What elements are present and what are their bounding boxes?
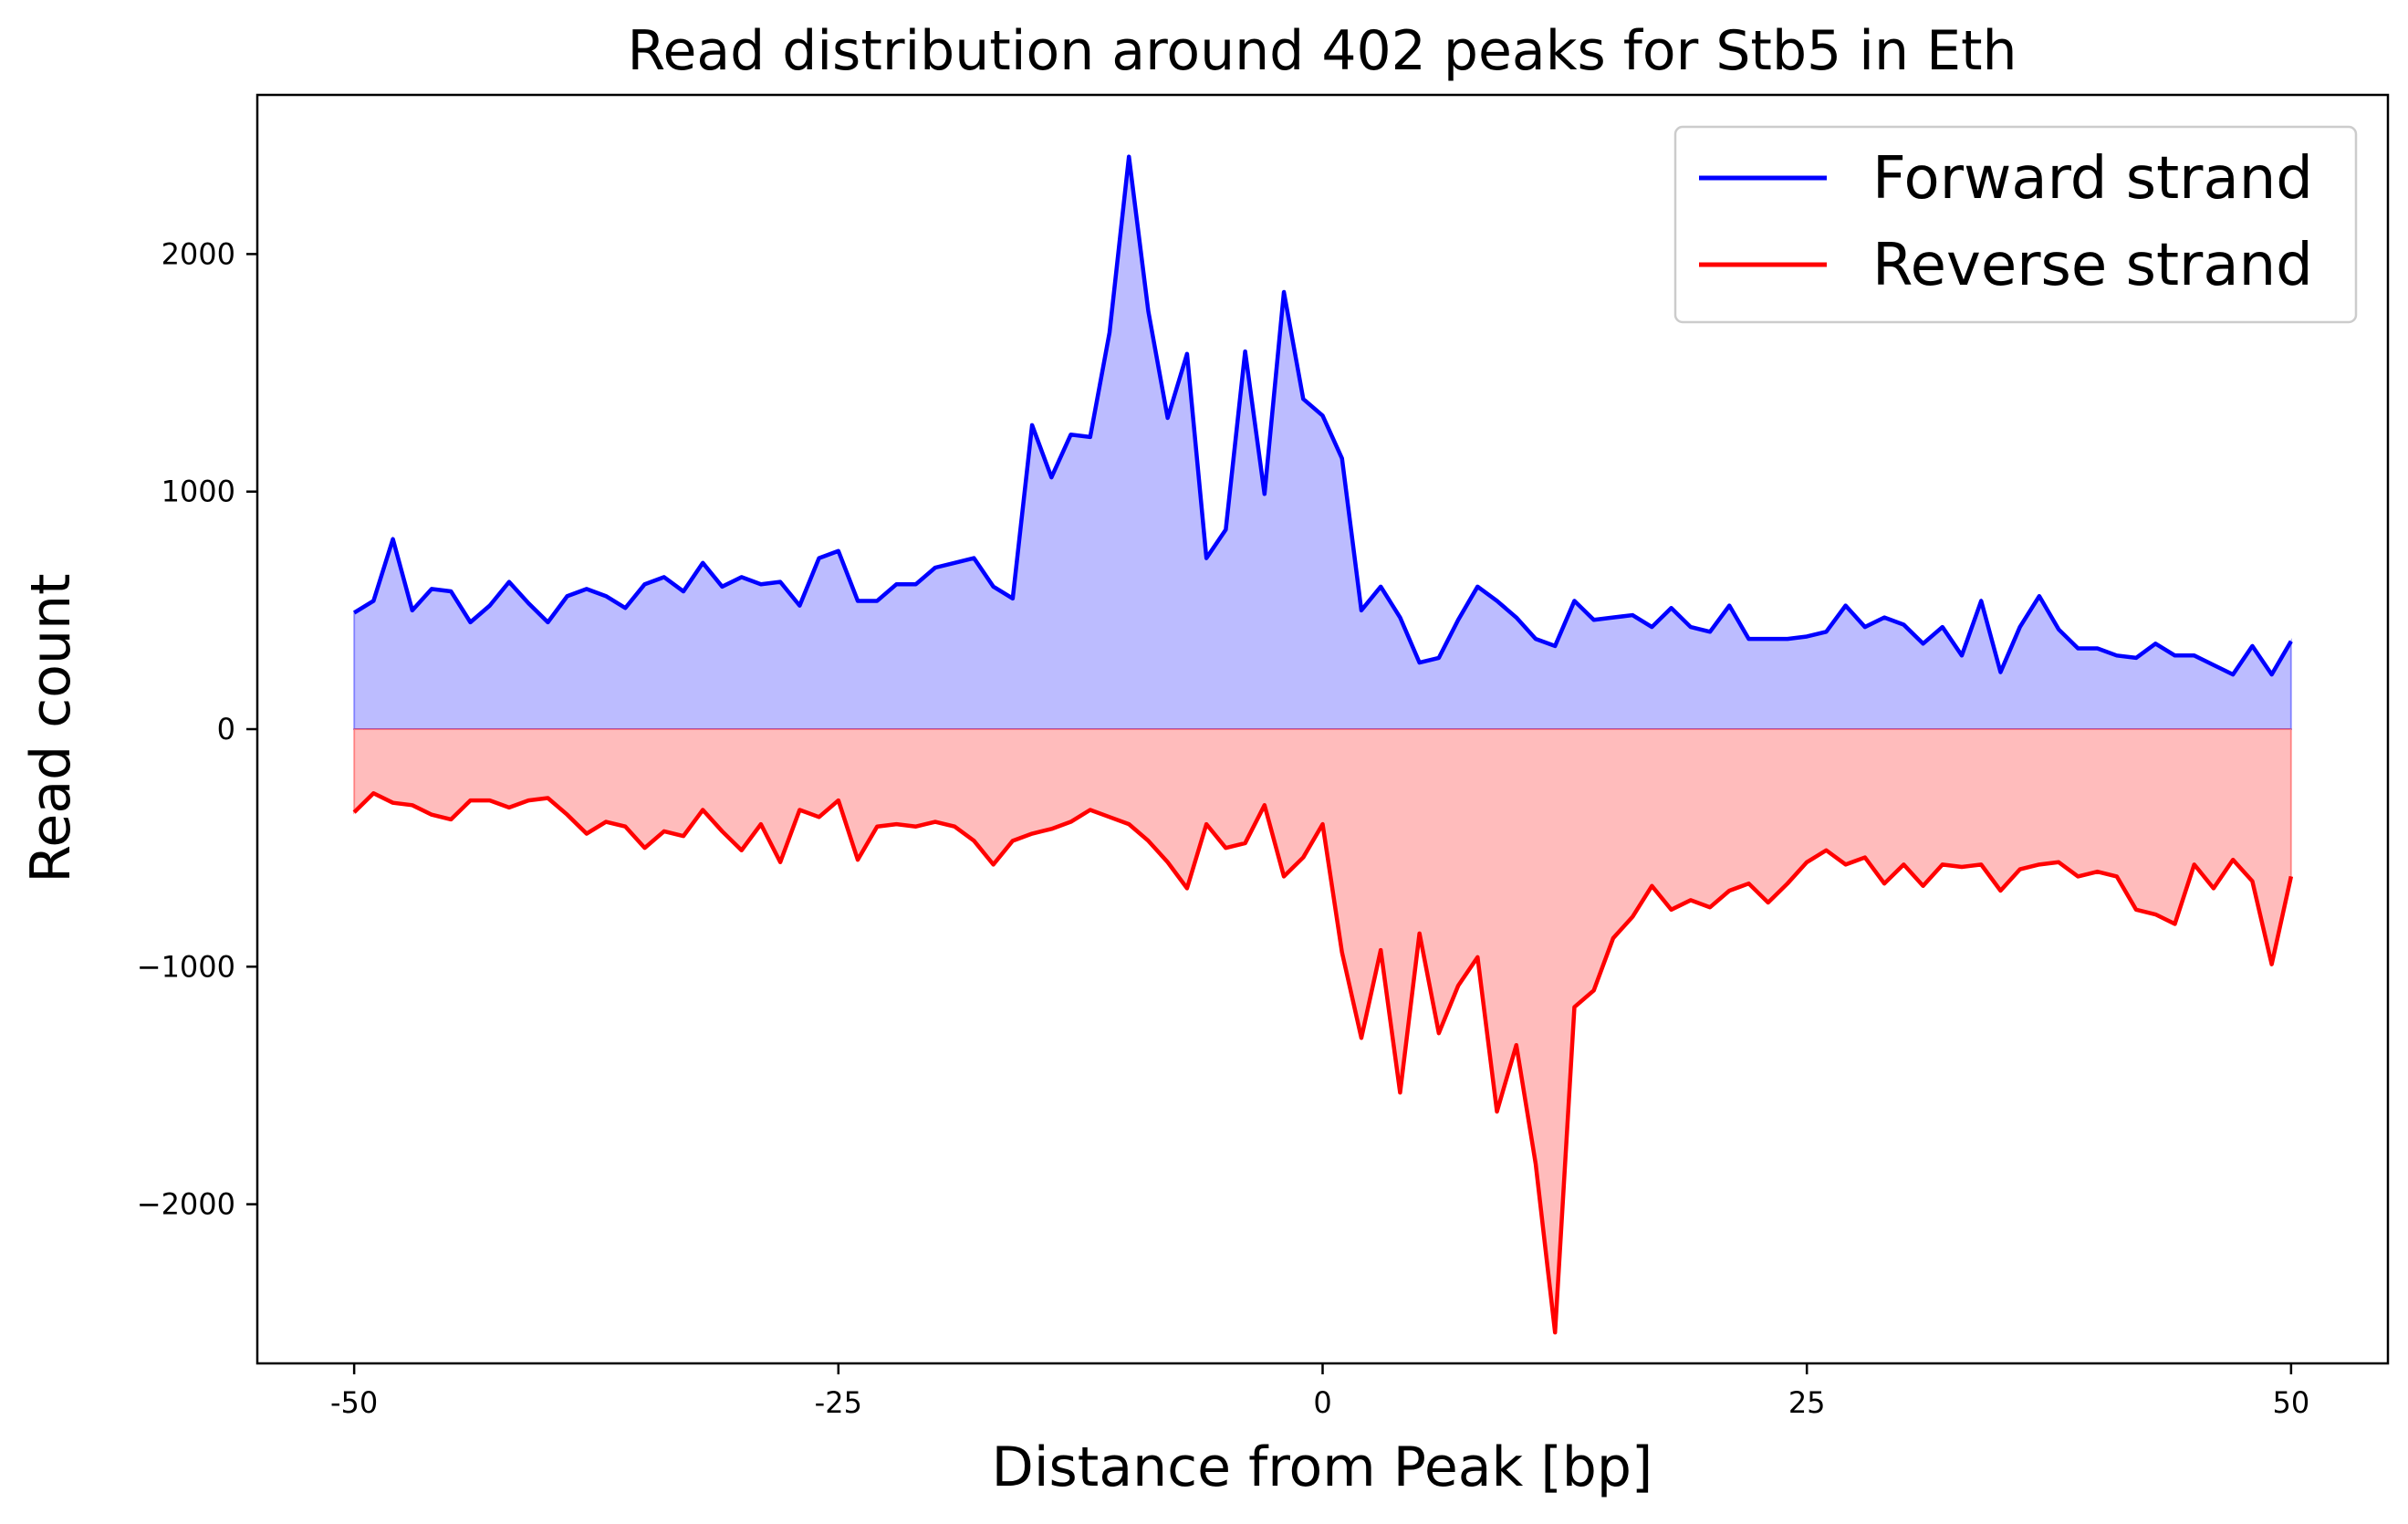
x-tick-label: -25 xyxy=(815,1385,862,1420)
x-tick-label: 25 xyxy=(1788,1385,1826,1420)
chart-title: Read distribution around 402 peaks for S… xyxy=(627,19,2017,83)
legend-label-reverse: Reverse strand xyxy=(1872,232,2313,299)
plot-area xyxy=(352,154,2294,1335)
y-axis-title: Read count xyxy=(19,573,83,882)
y-tick-label: −2000 xyxy=(137,1187,235,1222)
series-line-reverse xyxy=(352,791,2294,1335)
x-axis-title: Distance from Peak [bp] xyxy=(992,1435,1653,1499)
x-tick-label: 50 xyxy=(2273,1385,2310,1420)
y-axis: −2000 −1000 0 1000 2000 xyxy=(137,236,257,1222)
legend-label-forward: Forward strand xyxy=(1872,145,2313,213)
y-tick-label: 1000 xyxy=(162,475,235,509)
y-tick-label: 2000 xyxy=(162,236,235,271)
x-tick-label: 0 xyxy=(1313,1385,1331,1420)
x-axis: -50 -25 0 25 50 xyxy=(330,1363,2309,1420)
legend: Forward strand Reverse strand xyxy=(1673,125,2358,324)
y-tick-label: −1000 xyxy=(137,949,235,984)
y-tick-label: 0 xyxy=(217,712,235,746)
x-tick-label: -50 xyxy=(330,1385,378,1420)
series-line-forward xyxy=(352,154,2293,677)
area-fill-reverse xyxy=(353,728,2292,1333)
legend-box xyxy=(1673,125,2358,324)
